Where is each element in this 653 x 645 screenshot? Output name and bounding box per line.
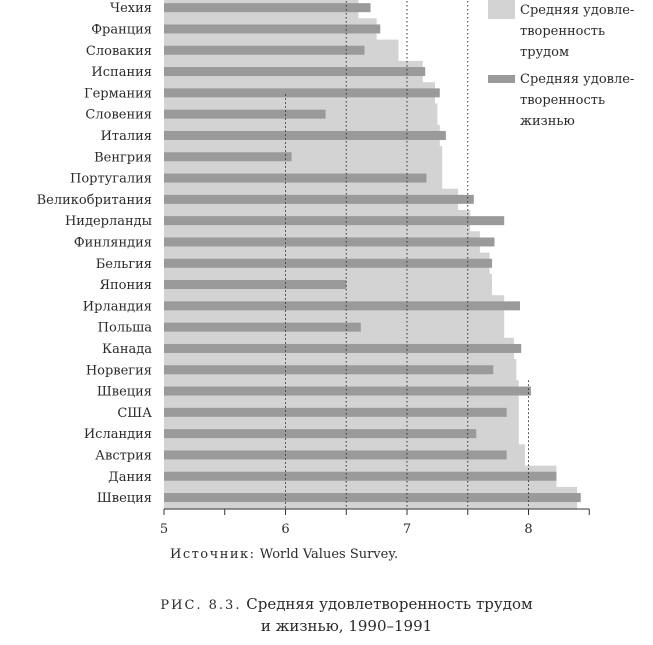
life-bar — [164, 173, 427, 183]
country-label: Канада — [102, 342, 152, 357]
legend-swatch-life — [488, 75, 515, 83]
legend-label-work: Средняя удовле- творенность трудом — [520, 3, 635, 60]
country-label: Италия — [101, 129, 152, 144]
life-bar — [164, 88, 440, 98]
life-bar — [164, 343, 522, 353]
life-bar — [164, 450, 507, 460]
caption-line-1: РИС. 8.3. Средняя удовлетворенность труд… — [40, 594, 653, 616]
life-bar — [164, 365, 494, 375]
life-bar — [164, 258, 493, 268]
life-bar — [164, 237, 495, 247]
work-bar — [164, 146, 443, 168]
x-tick-label: 8 — [524, 522, 532, 537]
source-text: World Values Survey. — [255, 547, 399, 562]
source-lead: Источник: — [170, 547, 256, 562]
country-label: Словакия — [86, 44, 152, 59]
life-bar — [164, 322, 361, 332]
figure-caption: РИС. 8.3. Средняя удовлетворенность труд… — [0, 594, 653, 637]
reference-lines — [285, 0, 529, 509]
legend-item-work: Средняя удовле- творенность трудом — [488, 0, 653, 63]
life-bar — [164, 3, 371, 13]
caption-line-2: и жизнью, 1990–1991 — [260, 617, 433, 635]
life-satisfaction-series — [164, 3, 581, 503]
figure-number: РИС. 8.3. — [160, 598, 242, 613]
country-label: Португалия — [70, 172, 152, 187]
life-bar — [164, 471, 557, 481]
legend-item-life: Средняя удовле- творенность жизнью — [488, 69, 653, 132]
life-bar — [164, 194, 474, 204]
life-bar — [164, 386, 531, 396]
life-bar — [164, 407, 507, 417]
country-label: Великобритания — [37, 193, 152, 208]
country-label: Чехия — [110, 1, 152, 16]
x-tick-label: 5 — [160, 522, 168, 537]
life-bar — [164, 216, 505, 226]
life-bar — [164, 109, 326, 119]
life-bar — [164, 280, 347, 290]
country-label: Испания — [91, 65, 152, 80]
legend-swatch-work — [488, 0, 515, 19]
country-label: Польша — [98, 321, 153, 336]
country-label: Венгрия — [94, 150, 152, 165]
country-label: Швеция — [97, 385, 152, 400]
bar-chart: Чехия Франция Словакия Испания Германия Слове… — [37, 0, 590, 537]
country-label: Франция — [91, 22, 152, 37]
country-label: Швеция — [97, 491, 152, 506]
country-labels: Чехия Франция Словакия Испания Германия Слове… — [37, 1, 153, 506]
country-label: Япония — [99, 278, 152, 293]
life-bar — [164, 493, 581, 503]
life-bar — [164, 152, 292, 162]
caption-title: Средняя удовлетворенность трудом — [241, 595, 533, 613]
x-tick-label: 6 — [281, 522, 289, 537]
life-bar — [164, 429, 477, 439]
country-label: Дания — [108, 470, 152, 485]
country-label: Исландия — [84, 427, 152, 442]
country-label: США — [117, 406, 152, 421]
country-label: Словения — [85, 108, 152, 123]
life-bar — [164, 301, 520, 311]
legend-label-life: Средняя удовле- творенность жизнью — [520, 72, 635, 129]
country-label: Нидерланды — [65, 214, 152, 229]
country-label: Норвегия — [86, 363, 152, 378]
country-label: Финляндия — [74, 235, 152, 250]
country-label: Германия — [84, 86, 152, 101]
country-label: Бельгия — [96, 257, 152, 272]
life-bar — [164, 67, 426, 77]
x-tick-label: 7 — [403, 522, 411, 537]
country-label: Австрия — [95, 448, 152, 463]
country-label: Ирландия — [83, 299, 152, 314]
life-bar — [164, 24, 381, 34]
source-note: Источник: World Values Survey. — [170, 547, 398, 562]
x-axis: 5 6 7 8 — [160, 508, 590, 537]
life-bar — [164, 45, 365, 55]
legend: Средняя удовле- творенность трудом Средн… — [488, 0, 653, 138]
life-bar — [164, 130, 446, 140]
